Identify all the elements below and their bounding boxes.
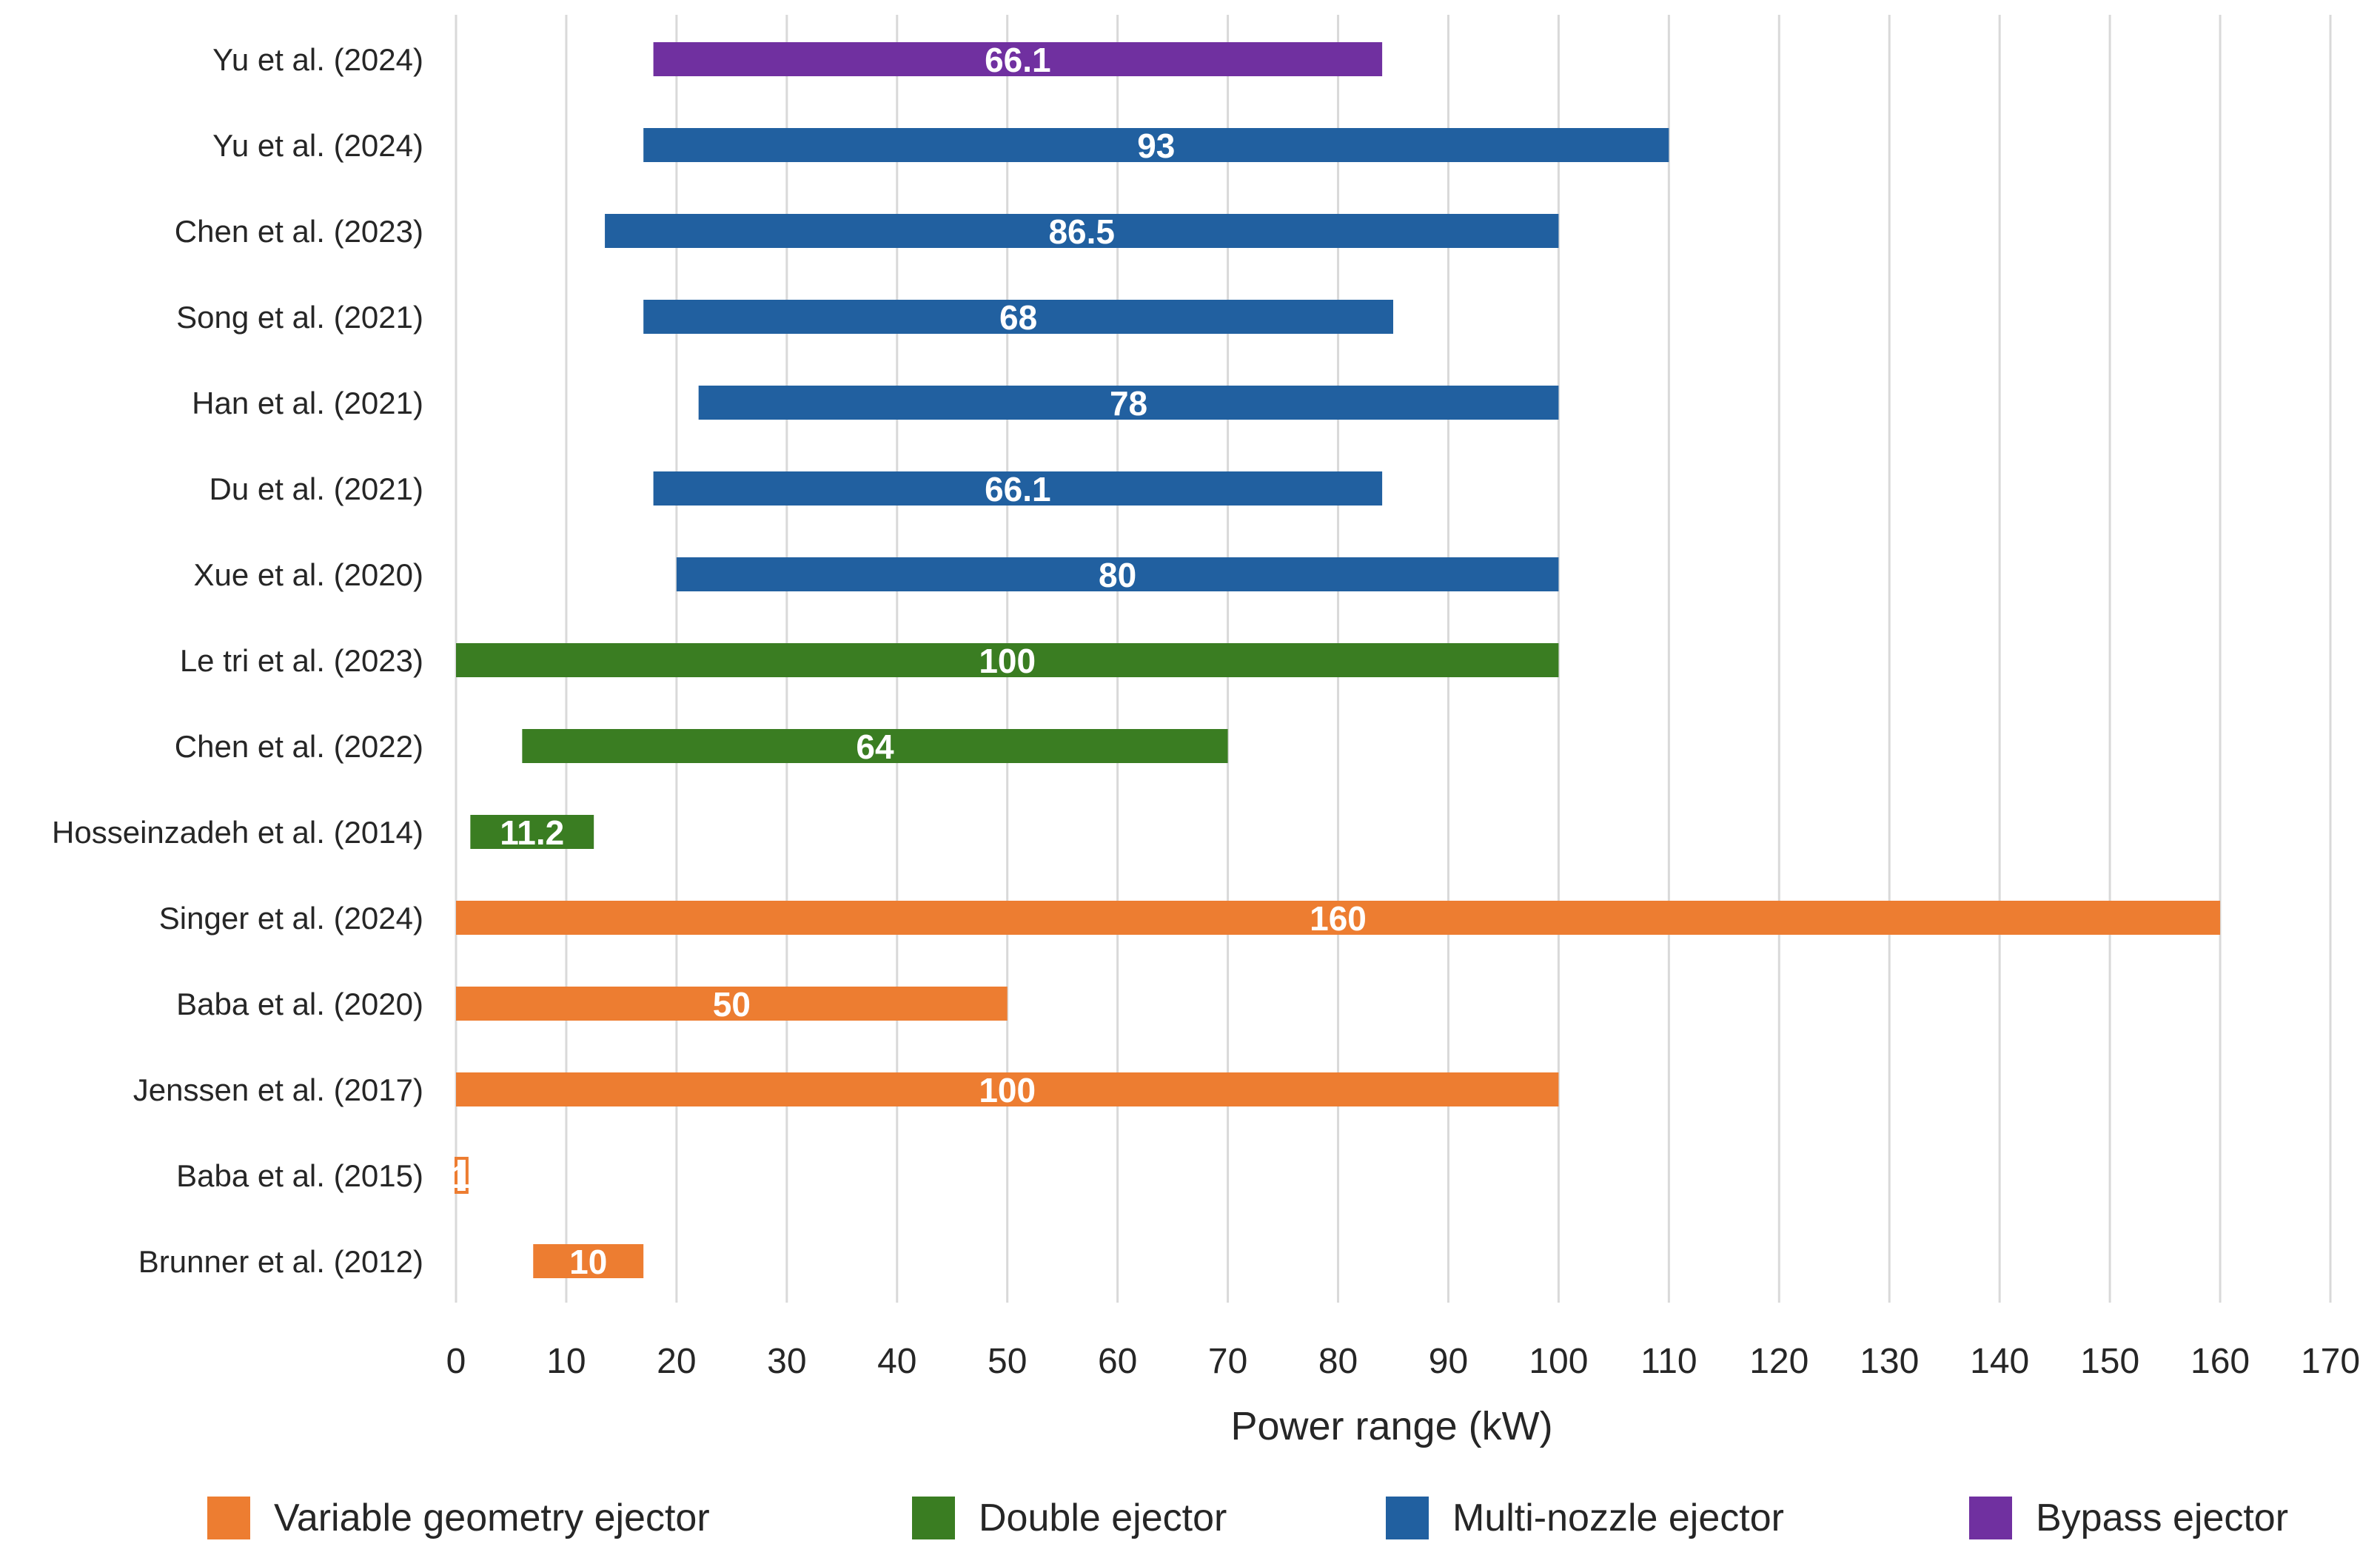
x-tick-labels: 0 10 20 30 40 50 60 70 80 90 100 110 120 130 140 150 160…	[446, 1342, 2360, 1381]
bar-4	[698, 386, 1559, 420]
category-label-9: Hosseinzadeh et al. (2014)	[52, 815, 423, 850]
bar-value-label-4: 78	[1110, 384, 1147, 423]
x-tick-60: 60	[1098, 1342, 1137, 1381]
bar-7	[456, 643, 1559, 677]
bar-12	[456, 1072, 1559, 1106]
category-labels: Yu et al. (2024) Yu et al. (2024) Chen et …	[52, 42, 423, 1279]
category-label-13: Baba et al. (2015)	[176, 1158, 423, 1193]
bar-5	[653, 471, 1383, 506]
bar-8	[522, 729, 1228, 763]
x-tick-70: 70	[1208, 1342, 1247, 1381]
legend: Variable geometry ejector Double ejector M…	[207, 1497, 2288, 1539]
legend-swatch-3	[1969, 1497, 2012, 1539]
x-tick-90: 90	[1429, 1342, 1468, 1381]
bar-value-label-8: 64	[856, 728, 894, 766]
bar-0	[653, 42, 1383, 76]
x-tick-10: 10	[546, 1342, 586, 1381]
legend-swatch-1	[912, 1497, 955, 1539]
category-label-5: Du et al. (2021)	[209, 471, 424, 506]
bar-13	[455, 1157, 469, 1194]
bar-9	[470, 815, 594, 849]
bar-6	[676, 557, 1559, 591]
category-label-3: Song et al. (2021)	[176, 300, 423, 335]
category-label-6: Xue et al. (2020)	[193, 557, 423, 592]
x-tick-20: 20	[657, 1342, 696, 1381]
bar-value-label-10: 160	[1310, 899, 1367, 938]
bar-1	[643, 128, 1669, 162]
x-tick-110: 110	[1640, 1342, 1697, 1381]
category-label-4: Han et al. (2021)	[192, 386, 423, 420]
bar-value-label-7: 100	[979, 642, 1036, 680]
x-tick-30: 30	[767, 1342, 806, 1381]
legend-swatch-2	[1386, 1497, 1429, 1539]
x-tick-130: 130	[1860, 1342, 1919, 1381]
bar-value-label-11: 50	[713, 985, 751, 1024]
bar-value-label-6: 80	[1099, 556, 1136, 594]
bar-11	[456, 987, 1008, 1021]
category-label-11: Baba et al. (2020)	[176, 987, 423, 1021]
legend-label-0: Variable geometry ejector	[274, 1497, 710, 1539]
x-tick-170: 170	[2301, 1342, 2360, 1381]
category-label-14: Brunner et al. (2012)	[138, 1244, 423, 1279]
bar-value-label-12: 100	[979, 1071, 1036, 1109]
x-tick-160: 160	[2190, 1342, 2250, 1381]
bar-value-label-14: 10	[569, 1243, 607, 1281]
bar-value-label-13: 1	[452, 1157, 472, 1195]
x-tick-40: 40	[877, 1342, 916, 1381]
legend-label-1: Double ejector	[979, 1497, 1227, 1539]
category-label-12: Jenssen et al. (2017)	[133, 1072, 423, 1107]
legend-label-2: Multi-nozzle ejector	[1452, 1497, 1784, 1539]
bar-3	[643, 300, 1393, 334]
x-tick-120: 120	[1749, 1342, 1809, 1381]
bar-value-label-2: 86.5	[1048, 212, 1115, 251]
bar-14	[533, 1244, 644, 1278]
x-tick-150: 150	[2080, 1342, 2139, 1381]
x-axis-title: Power range (kW)	[1230, 1404, 1552, 1448]
bar-value-label-5: 66.1	[985, 470, 1051, 508]
bar-2	[605, 214, 1559, 248]
bar-value-label-1: 93	[1137, 127, 1175, 165]
legend-label-3: Bypass ejector	[2036, 1497, 2288, 1539]
x-tick-50: 50	[988, 1342, 1027, 1381]
category-label-1: Yu et al. (2024)	[212, 128, 423, 163]
bar-10	[456, 901, 2221, 935]
bars: 66.1 93 86.5 68 78 66.1 80 100 64 11.2 160 50 100 1 10	[452, 41, 2221, 1281]
x-tick-140: 140	[1970, 1342, 2029, 1381]
category-label-10: Singer et al. (2024)	[159, 901, 423, 936]
category-label-8: Chen et al. (2022)	[175, 729, 423, 764]
category-label-2: Chen et al. (2023)	[175, 214, 423, 249]
x-tick-100: 100	[1529, 1342, 1588, 1381]
bar-value-label-3: 68	[999, 298, 1037, 337]
category-label-7: Le tri et al. (2023)	[180, 643, 423, 678]
legend-swatch-0	[207, 1497, 250, 1539]
category-label-0: Yu et al. (2024)	[212, 42, 423, 77]
x-tick-0: 0	[446, 1342, 466, 1381]
x-tick-80: 80	[1318, 1342, 1358, 1381]
bar-value-label-9: 11.2	[500, 813, 564, 852]
bar-value-label-0: 66.1	[985, 41, 1051, 79]
